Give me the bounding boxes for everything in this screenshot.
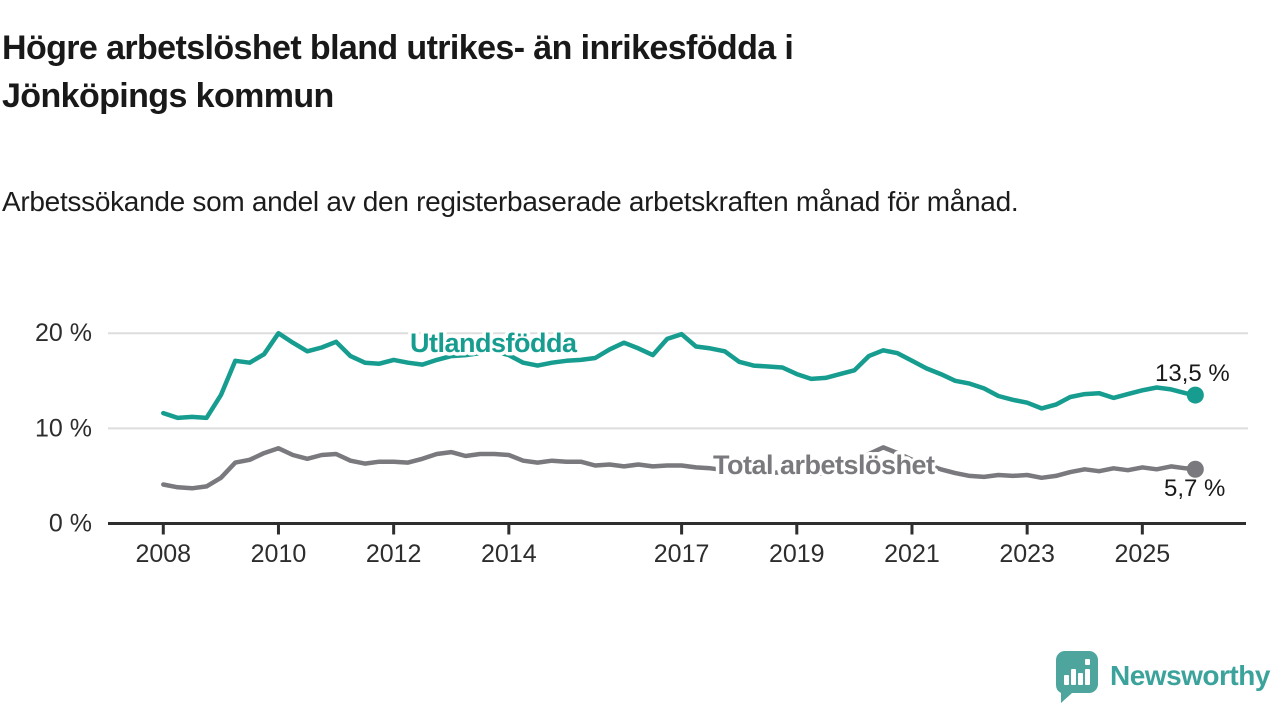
x-axis-tick-label: 2019 xyxy=(769,540,825,568)
series-label: Utlandsfödda xyxy=(410,328,578,358)
brand-name: Newsworthy xyxy=(1110,660,1270,691)
chart-header: Högre arbetslöshet bland utrikes- än inr… xyxy=(2,24,1262,120)
series-end-dot xyxy=(1186,460,1204,478)
series-line-total-arbetsl-shet xyxy=(161,445,1198,491)
y-axis-tick-label: 0 % xyxy=(49,510,92,538)
x-axis-tick-label: 2014 xyxy=(481,540,537,568)
x-axis-tick-label: 2023 xyxy=(999,540,1055,568)
series-end-dot xyxy=(1186,386,1204,404)
brand-footer: Newsworthy xyxy=(1054,648,1270,704)
x-axis-tick-label: 2025 xyxy=(1115,540,1171,568)
x-axis-tick-label: 2012 xyxy=(366,540,422,568)
page-title: Högre arbetslöshet bland utrikes- än inr… xyxy=(2,24,1262,120)
series-label: Total arbetslöshet xyxy=(713,450,935,480)
y-axis-tick-label: 10 % xyxy=(35,414,92,442)
title-line-1: Högre arbetslöshet bland utrikes- än inr… xyxy=(2,29,794,67)
series-end-value-label: 13,5 % xyxy=(1155,360,1230,387)
series-end-value-label: 5,7 % xyxy=(1164,475,1225,502)
title-line-2: Jönköpings kommun xyxy=(2,77,334,115)
x-axis-tick-label: 2017 xyxy=(654,540,710,568)
chart-subtitle: Arbetssökande som andel av den registerb… xyxy=(2,186,1019,217)
x-axis-tick-label: 2021 xyxy=(884,540,940,568)
x-axis-tick-label: 2010 xyxy=(251,540,307,568)
series-line-utlandsf-dda xyxy=(161,330,1198,421)
x-axis-tick-label: 2008 xyxy=(135,540,191,568)
y-axis-tick-label: 20 % xyxy=(35,319,92,347)
newsworthy-logo-icon xyxy=(1056,651,1098,703)
